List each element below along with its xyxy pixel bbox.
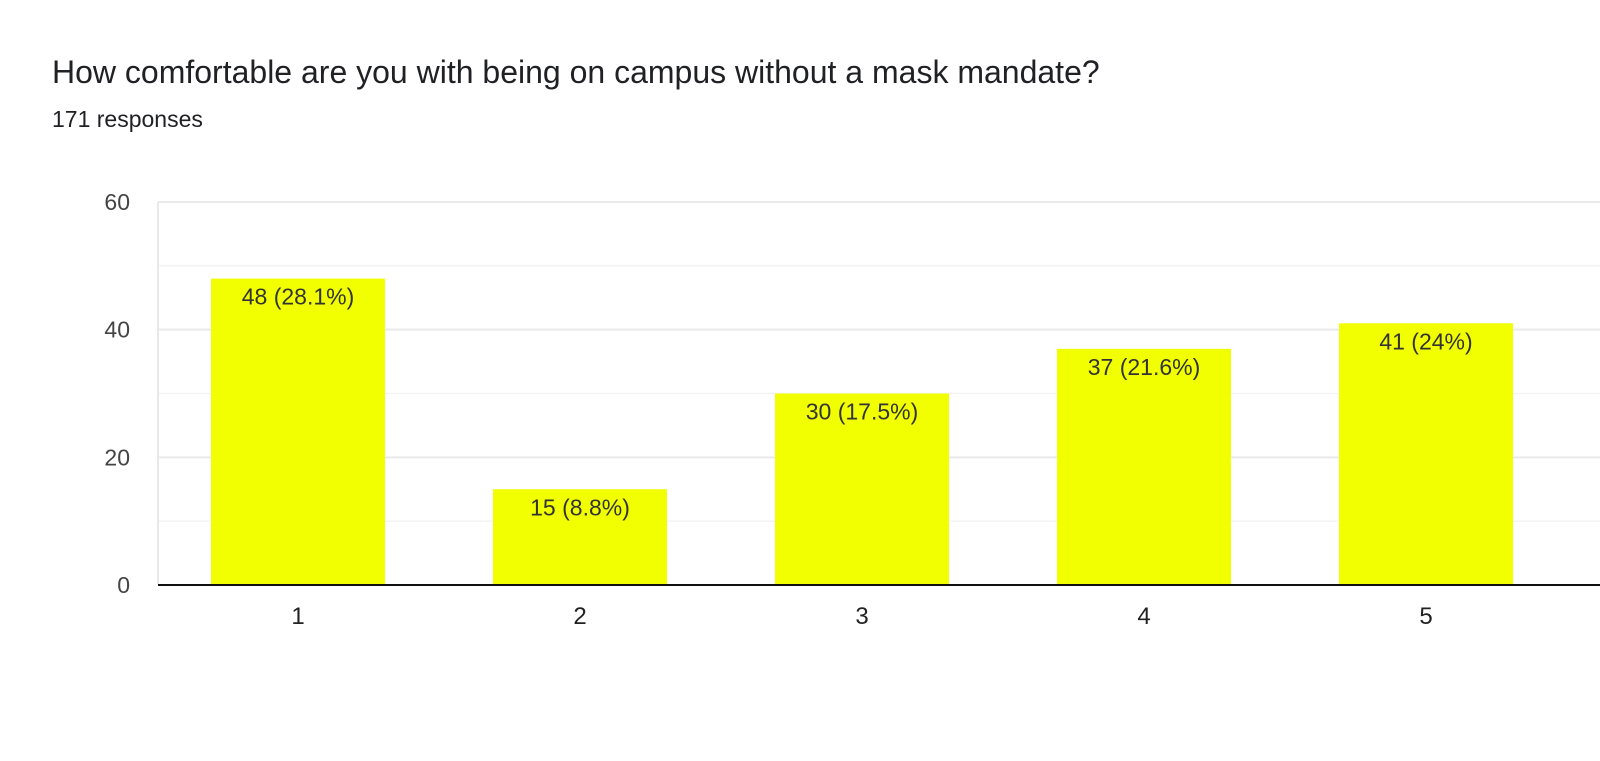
bar-4 bbox=[1057, 348, 1231, 585]
y-tick-label: 60 bbox=[104, 189, 130, 215]
response-count: 171 responses bbox=[52, 106, 203, 132]
x-tick-label: 2 bbox=[573, 603, 586, 630]
bar-5 bbox=[1339, 323, 1513, 585]
bar-1 bbox=[211, 278, 385, 585]
data-label-1: 48 (28.1%) bbox=[242, 284, 355, 310]
data-label-4: 37 (21.6%) bbox=[1088, 354, 1201, 380]
x-axis-ticks: 1 2 3 4 5 bbox=[291, 603, 1432, 630]
data-label-2: 15 (8.8%) bbox=[530, 494, 630, 520]
y-axis-ticks: 0 20 40 60 bbox=[104, 189, 130, 598]
data-label-3: 30 (17.5%) bbox=[806, 399, 919, 425]
data-labels-group: 48 (28.1%) 15 (8.8%) 30 (17.5%) 37 (21.6%) 4… bbox=[242, 284, 1473, 521]
y-tick-label: 0 bbox=[117, 572, 130, 598]
x-tick-label: 1 bbox=[291, 603, 304, 630]
x-tick-label: 4 bbox=[1137, 603, 1150, 630]
x-tick-label: 5 bbox=[1419, 603, 1432, 630]
bar-3 bbox=[775, 393, 949, 585]
y-tick-label: 20 bbox=[104, 444, 130, 470]
bar-2 bbox=[493, 489, 667, 585]
data-label-5: 41 (24%) bbox=[1379, 328, 1472, 354]
chart-title: How comfortable are you with being on ca… bbox=[52, 54, 1100, 90]
bars-group bbox=[211, 278, 1513, 585]
x-tick-label: 3 bbox=[855, 603, 868, 630]
y-tick-label: 40 bbox=[104, 317, 130, 343]
